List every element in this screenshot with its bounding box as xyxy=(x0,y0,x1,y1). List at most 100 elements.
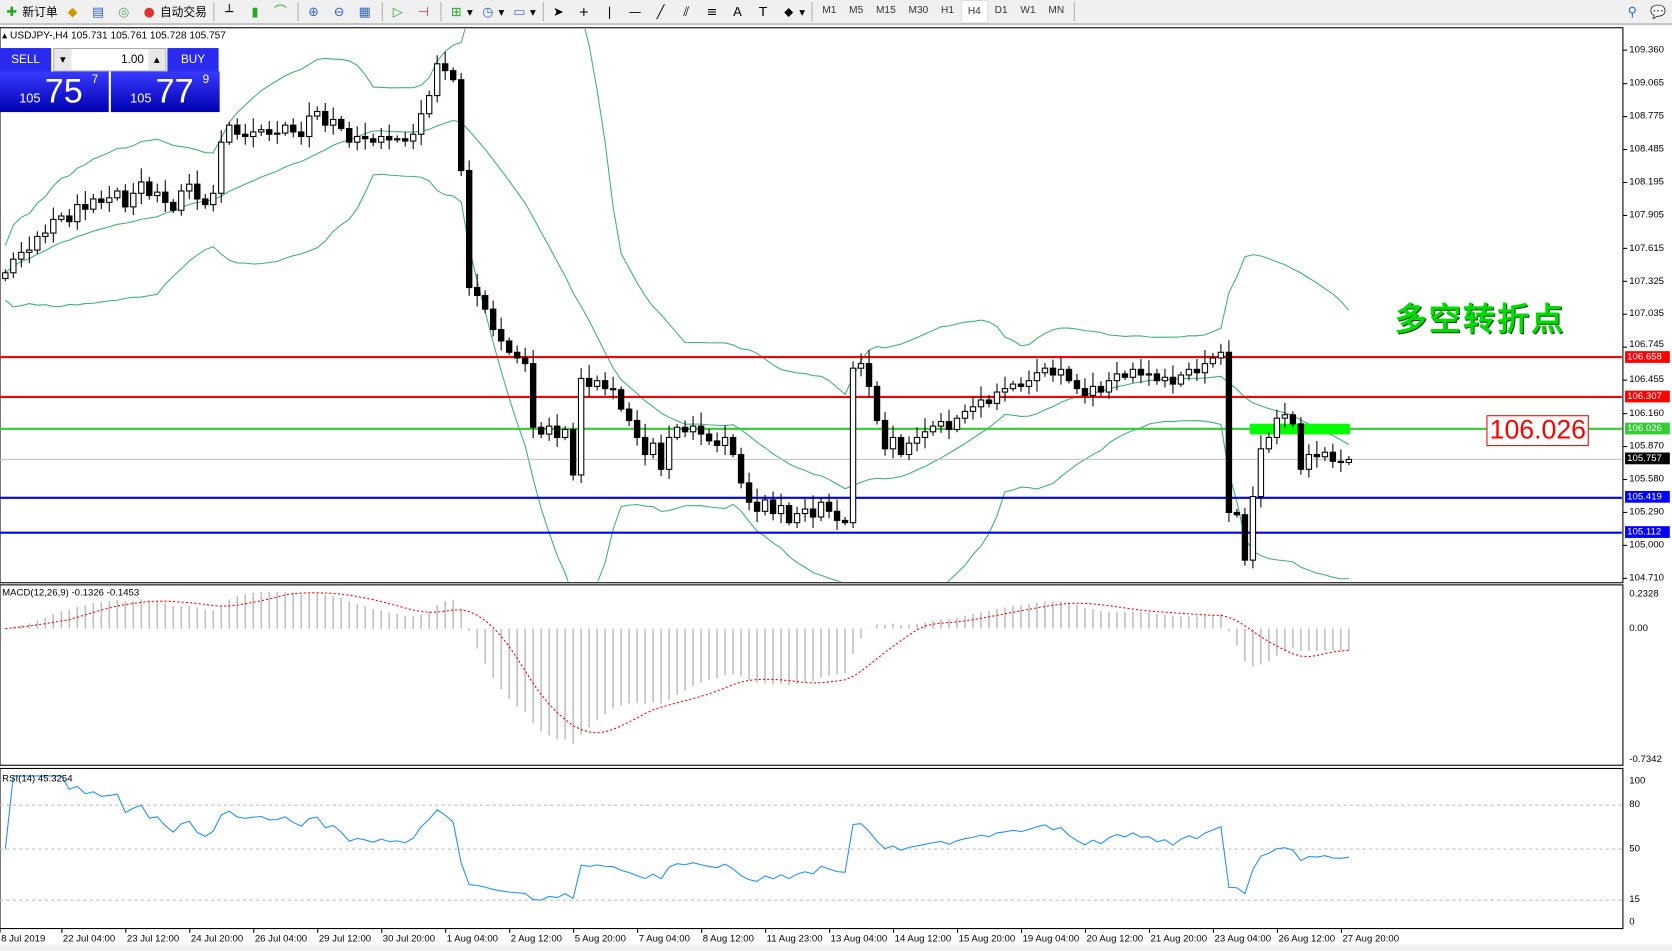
candle xyxy=(689,415,697,440)
candle xyxy=(833,499,841,530)
zoom-out-button[interactable]: ⊖ xyxy=(327,1,353,22)
lot-decrease-button[interactable]: ▼ xyxy=(54,49,72,71)
autoscroll-icon: ▷ xyxy=(392,4,403,20)
candle-body xyxy=(306,115,313,138)
text-button[interactable]: A xyxy=(726,1,752,22)
chart-shift-button[interactable]: ⊣ xyxy=(412,1,438,22)
symbol-ohlc: USDJPY-,H4 105.731 105.761 105.728 105.7… xyxy=(10,29,226,42)
candle-body xyxy=(625,408,633,421)
signals-button[interactable]: ◎ xyxy=(112,1,138,22)
horizontal-line-button[interactable]: — xyxy=(623,1,649,22)
autoscroll-button[interactable]: ▷ xyxy=(386,1,412,22)
time-axis-label: 24 Jul 20:00 xyxy=(190,932,244,944)
channel-button[interactable]: ⫽ xyxy=(675,1,701,22)
candle xyxy=(314,106,321,121)
periods-button[interactable]: ◷ ▾ xyxy=(476,1,507,22)
candle-body xyxy=(1193,368,1201,374)
candle-body xyxy=(641,436,649,456)
zoom-in-button[interactable]: ⊕ xyxy=(302,1,328,22)
buy-price-tile[interactable]: 105 77 9 xyxy=(110,71,220,113)
candle-body xyxy=(889,436,897,450)
timeframe-h4[interactable]: H4 xyxy=(960,0,989,24)
sell-button[interactable]: SELL xyxy=(0,48,52,73)
candle-body xyxy=(18,251,25,260)
line-chart-button[interactable]: ⌒ xyxy=(269,1,295,22)
candle xyxy=(1129,362,1137,383)
new-order-button[interactable]: ✚ 新订单 xyxy=(0,1,61,22)
candle-chart-button[interactable]: ▮ xyxy=(243,1,269,22)
candle xyxy=(1001,376,1009,402)
text-label-button[interactable]: T xyxy=(751,1,777,22)
timeframe-d1[interactable]: D1 xyxy=(994,4,1008,17)
sell-price-tile[interactable]: 105 75 7 xyxy=(0,71,109,113)
rsi-axis-label: 0 xyxy=(1629,915,1635,927)
candle xyxy=(1185,362,1193,381)
clock-icon: ◷ xyxy=(482,4,494,20)
candle xyxy=(354,126,361,151)
macd-axis-label: 0.00 xyxy=(1629,622,1648,633)
vertical-line-button[interactable]: | xyxy=(598,1,624,22)
candle xyxy=(1097,381,1105,397)
crosshair-button[interactable]: + xyxy=(572,1,598,22)
lot-input[interactable]: 1.00 xyxy=(121,53,144,67)
timeframe-m1[interactable]: M1 xyxy=(822,4,837,17)
candle xyxy=(785,502,793,526)
candle xyxy=(386,124,393,150)
candle xyxy=(82,191,89,221)
buy-button[interactable]: BUY xyxy=(167,48,219,73)
candle-body xyxy=(961,410,969,419)
candle xyxy=(657,434,665,477)
candle-body xyxy=(1329,451,1337,462)
candle-body xyxy=(34,235,41,251)
cursor-button[interactable]: ➤ xyxy=(547,1,573,22)
candle-body xyxy=(729,436,737,456)
candle-body xyxy=(1033,372,1041,382)
candle-body xyxy=(457,79,465,172)
tile-windows-button[interactable]: ▦ xyxy=(353,1,379,22)
candle xyxy=(777,493,785,524)
timeframe-mn[interactable]: MN xyxy=(1048,4,1065,17)
search-button[interactable]: ⚲ xyxy=(1621,1,1647,22)
candle-body xyxy=(833,510,841,521)
chat-button[interactable]: 💬 xyxy=(1646,1,1672,22)
lot-size-field[interactable]: ▼ 1.00 ▲ xyxy=(53,48,167,72)
candle-body xyxy=(194,183,201,200)
indicators-button[interactable]: ⊞ ▾ xyxy=(445,1,476,22)
candle-body xyxy=(1161,376,1169,382)
candle xyxy=(609,376,617,400)
templates-button[interactable]: ▭ ▾ xyxy=(508,1,539,22)
candle xyxy=(378,127,385,149)
candle xyxy=(641,423,649,466)
candle xyxy=(529,350,537,439)
timeframe-m5[interactable]: M5 xyxy=(849,4,864,17)
timeframe-m15[interactable]: M15 xyxy=(875,4,896,17)
history-button[interactable]: ◆ xyxy=(61,1,87,22)
candle xyxy=(713,432,721,453)
candle-body xyxy=(585,377,593,387)
candle xyxy=(1297,417,1305,475)
candle xyxy=(1273,409,1281,445)
lot-increase-button[interactable]: ▲ xyxy=(148,49,166,71)
candle xyxy=(210,184,217,212)
candle-body xyxy=(1153,373,1161,382)
annotation-text: 多空转折点 xyxy=(1394,300,1566,339)
arrows-button[interactable]: ⬥ ▾ xyxy=(777,1,808,22)
candle xyxy=(282,121,289,136)
template-icon: ▭ xyxy=(513,4,526,20)
fibonacci-button[interactable]: ≡ xyxy=(700,1,726,22)
trendline-button[interactable]: ╱ xyxy=(649,1,675,22)
terminal-button[interactable]: ▤ xyxy=(86,1,112,22)
candle xyxy=(66,209,73,228)
timeframe-m30[interactable]: M30 xyxy=(908,4,929,17)
candle-body xyxy=(801,508,809,515)
chart-window[interactable] xyxy=(0,25,1672,951)
candle xyxy=(417,100,425,146)
timeframe-w1[interactable]: W1 xyxy=(1020,4,1036,17)
bar-chart-button[interactable]: ┴ xyxy=(218,1,244,22)
timeframe-h1[interactable]: H1 xyxy=(941,4,954,17)
candlestick-icon: ▮ xyxy=(251,4,259,20)
candle-body xyxy=(250,131,257,138)
auto-trading-button[interactable]: ● 自动交易 xyxy=(138,1,211,22)
candle xyxy=(897,434,905,458)
